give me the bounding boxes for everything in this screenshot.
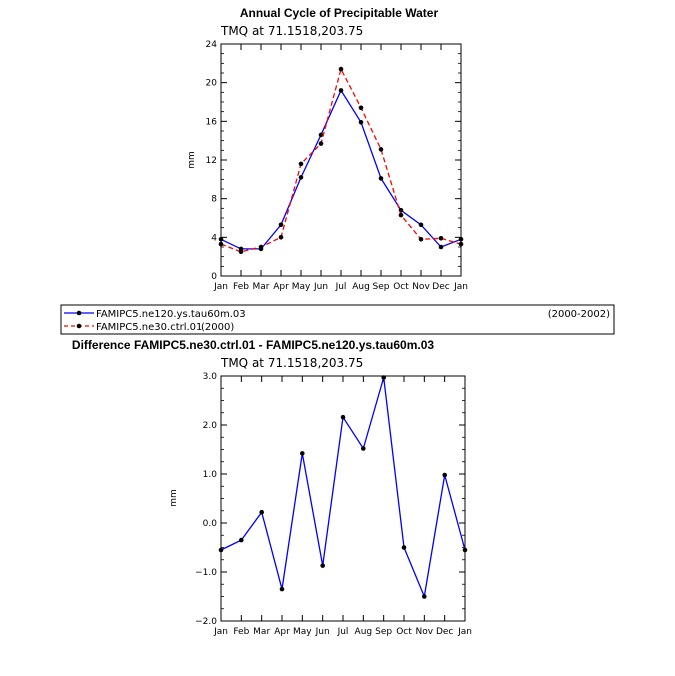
- series-line: [220, 89, 462, 250]
- y-tick-label: 2.0: [203, 421, 218, 431]
- data-point: [401, 545, 407, 550]
- data-point: [259, 509, 265, 515]
- y-tick-label: −1.0: [195, 568, 217, 578]
- x-tick-label: Nov: [412, 282, 430, 292]
- data-point: [218, 547, 224, 553]
- x-tick-label: Jan: [453, 282, 468, 292]
- data-point: [418, 237, 424, 242]
- data-point: [300, 451, 305, 456]
- data-point: [422, 594, 427, 599]
- legend-label-ne120: FAMIPC5.ne120.ys.tau60m.03: [96, 309, 246, 320]
- data-point: [239, 537, 244, 543]
- y-tick-label: −2.0: [195, 617, 217, 627]
- x-tick-label: Aug: [352, 282, 370, 292]
- x-tick-label: Jul: [337, 627, 349, 637]
- annual-cycle-chart: Annual Cycle of Precipitable Water TMQ a…: [187, 6, 468, 292]
- data-point: [278, 222, 284, 228]
- x-tick-label: Dec: [432, 282, 449, 292]
- series-line: [220, 67, 462, 253]
- data-point: [462, 547, 468, 553]
- y-tick-label: 16: [206, 117, 218, 127]
- x-tick-label: Jan: [457, 627, 472, 637]
- legend-marker-ne120: [76, 310, 82, 316]
- data-point: [381, 375, 387, 380]
- chart-title: Difference FAMIPC5.ne30.ctrl.01 - FAMIPC…: [72, 338, 434, 352]
- x-tick-label: Jun: [313, 282, 328, 292]
- data-point: [218, 241, 224, 247]
- x-tick-label: Feb: [233, 627, 249, 637]
- legend-label-ne30: FAMIPC5.ne30.ctrl.01: [96, 322, 202, 333]
- data-point: [278, 235, 284, 240]
- data-point: [340, 414, 346, 420]
- data-point: [298, 161, 304, 167]
- data-point: [258, 244, 264, 250]
- y-tick-label: 20: [206, 79, 218, 89]
- data-point: [438, 244, 444, 250]
- y-tick-label: 0: [211, 272, 217, 282]
- x-tick-label: Jun: [315, 627, 330, 637]
- difference-chart: Difference FAMIPC5.ne30.ctrl.01 - FAMIPC…: [72, 338, 472, 637]
- x-tick-label: May: [293, 627, 312, 637]
- y-tick-label: 8: [211, 195, 217, 205]
- data-point: [458, 237, 464, 242]
- y-tick-label: 0.0: [203, 519, 218, 529]
- series-line: [220, 377, 466, 599]
- data-point: [361, 446, 366, 451]
- data-point: [358, 105, 364, 111]
- x-tick-label: Mar: [253, 282, 270, 292]
- y-axis-label: mm: [187, 151, 197, 169]
- data-point: [398, 212, 404, 218]
- legend-box: [60, 304, 615, 335]
- x-tick-label: Oct: [396, 627, 412, 637]
- data-point: [318, 132, 324, 138]
- x-tick-label: Jan: [213, 282, 228, 292]
- data-point: [438, 236, 444, 241]
- x-tick-label: May: [292, 282, 311, 292]
- data-point: [218, 237, 224, 242]
- data-point: [378, 147, 384, 152]
- chart-title: Annual Cycle of Precipitable Water: [240, 6, 439, 20]
- data-point: [378, 176, 384, 181]
- x-tick-label: Apr: [274, 627, 290, 637]
- data-point: [320, 563, 326, 568]
- data-point: [418, 222, 424, 228]
- data-point: [298, 175, 304, 180]
- data-point: [442, 472, 448, 478]
- y-tick-label: 4: [211, 233, 217, 243]
- data-point: [458, 241, 464, 247]
- x-tick-label: Sep: [373, 282, 390, 292]
- y-tick-label: 12: [206, 156, 217, 166]
- x-tick-label: Sep: [375, 627, 392, 637]
- x-tick-label: Jul: [335, 282, 347, 292]
- data-point: [238, 249, 244, 255]
- y-tick-label: 24: [206, 40, 218, 50]
- y-tick-label: 3.0: [203, 372, 218, 382]
- x-tick-label: Nov: [416, 627, 434, 637]
- data-point: [358, 120, 364, 125]
- x-tick-label: Oct: [393, 282, 409, 292]
- x-tick-label: Feb: [233, 282, 249, 292]
- plot-frame: [220, 375, 466, 622]
- data-point: [338, 88, 344, 93]
- y-tick-label: 1.0: [203, 470, 218, 480]
- x-tick-label: Dec: [436, 627, 453, 637]
- legend-years-ne30: (2000): [201, 322, 234, 333]
- x-tick-label: Aug: [355, 627, 373, 637]
- legend: FAMIPC5.ne120.ys.tau60m.03 (2000-2002) F…: [60, 304, 615, 335]
- legend-years-ne120: (2000-2002): [548, 309, 610, 320]
- plot-frame: [220, 43, 462, 277]
- legend-marker-ne30: [76, 323, 82, 329]
- data-point: [279, 586, 285, 592]
- x-tick-label: Jan: [213, 627, 228, 637]
- x-tick-label: Mar: [253, 627, 270, 637]
- chart-subtitle: TMQ at 71.1518,203.75: [220, 356, 363, 370]
- data-point: [338, 66, 344, 72]
- chart-subtitle: TMQ at 71.1518,203.75: [220, 24, 363, 38]
- x-tick-label: Apr: [273, 282, 289, 292]
- data-point: [318, 141, 324, 146]
- y-axis-label: mm: [169, 489, 179, 507]
